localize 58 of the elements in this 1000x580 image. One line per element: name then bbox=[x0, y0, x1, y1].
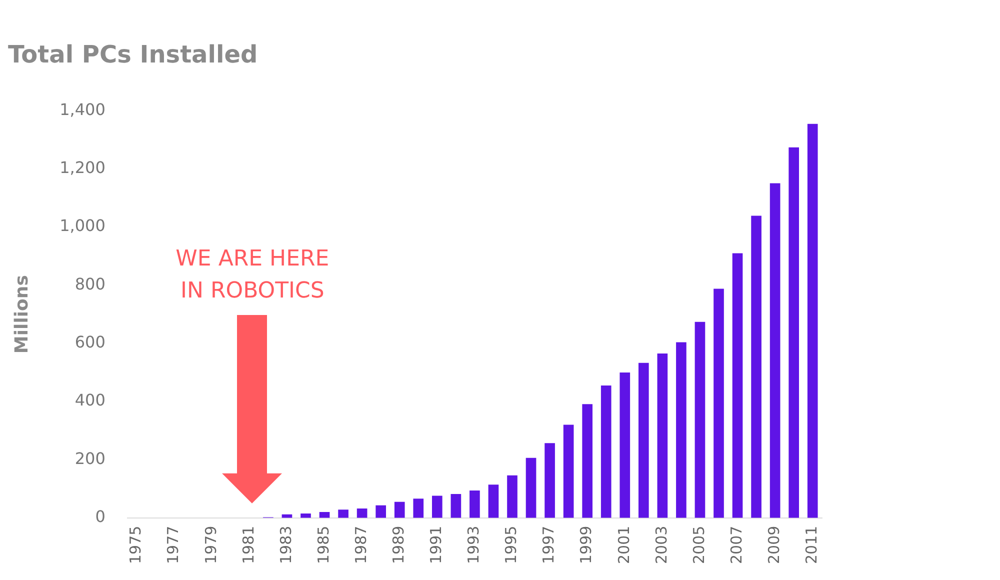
bar bbox=[432, 496, 442, 518]
bar bbox=[788, 147, 800, 518]
x-tick-label: 1985 bbox=[314, 526, 332, 564]
bar bbox=[600, 386, 612, 518]
bar bbox=[751, 216, 762, 518]
bar bbox=[657, 354, 668, 518]
y-tick-label: 800 bbox=[74, 274, 106, 294]
x-tick-label: 2005 bbox=[690, 526, 708, 564]
x-tick-label: 2001 bbox=[614, 526, 633, 564]
bar bbox=[638, 362, 649, 518]
x-tick-label: 1977 bbox=[164, 526, 182, 564]
bar bbox=[544, 443, 555, 518]
x-tick-label: 1997 bbox=[540, 526, 558, 564]
bar bbox=[620, 372, 630, 518]
x-tick-label: 1983 bbox=[276, 526, 295, 564]
bar bbox=[807, 124, 818, 518]
x-tick-label: 1979 bbox=[202, 526, 220, 564]
y-tick-label: 1,000 bbox=[60, 216, 106, 236]
y-tick-label: 1,400 bbox=[60, 100, 106, 119]
x-tick-label: 1995 bbox=[502, 526, 520, 564]
x-tick-label: 2003 bbox=[652, 526, 670, 564]
bar bbox=[413, 498, 424, 518]
bar bbox=[582, 404, 592, 518]
x-tick-label: 2011 bbox=[802, 526, 821, 564]
y-tick-label: 1,200 bbox=[60, 158, 106, 178]
bar bbox=[507, 475, 518, 518]
bar bbox=[450, 494, 462, 518]
x-tick-label: 1993 bbox=[464, 526, 483, 564]
x-tick-label: 1989 bbox=[390, 526, 408, 564]
bar bbox=[376, 505, 386, 518]
bar bbox=[394, 502, 405, 518]
x-tick-label: 1987 bbox=[352, 526, 370, 564]
y-tick-label: 600 bbox=[74, 332, 106, 352]
y-tick-label: 400 bbox=[74, 390, 106, 410]
bar bbox=[563, 424, 574, 518]
bar bbox=[526, 458, 536, 518]
bar bbox=[732, 253, 743, 518]
bar bbox=[319, 512, 330, 518]
x-tick-label: 2009 bbox=[764, 526, 783, 564]
bar bbox=[470, 490, 480, 518]
y-axis-title: Millions bbox=[11, 275, 32, 354]
y-tick-label: 200 bbox=[74, 448, 106, 468]
bar bbox=[676, 342, 686, 518]
annotation: WE ARE HERE IN ROBOTICS bbox=[176, 246, 330, 304]
bar bbox=[770, 183, 780, 518]
bar bbox=[338, 510, 348, 518]
chart-title: Total PCs Installed bbox=[8, 40, 258, 69]
bar bbox=[714, 288, 724, 518]
x-tick-label: 2007 bbox=[727, 526, 746, 564]
y-tick-label: 0 bbox=[95, 506, 106, 526]
bar bbox=[356, 508, 368, 518]
bar bbox=[694, 322, 706, 518]
x-tick-label: 1981 bbox=[239, 526, 258, 564]
bar bbox=[300, 513, 311, 518]
x-tick-label: 1999 bbox=[577, 526, 596, 564]
x-tick-label: 1975 bbox=[126, 526, 145, 564]
bar bbox=[488, 484, 499, 518]
x-tick-label: 1991 bbox=[427, 526, 446, 564]
